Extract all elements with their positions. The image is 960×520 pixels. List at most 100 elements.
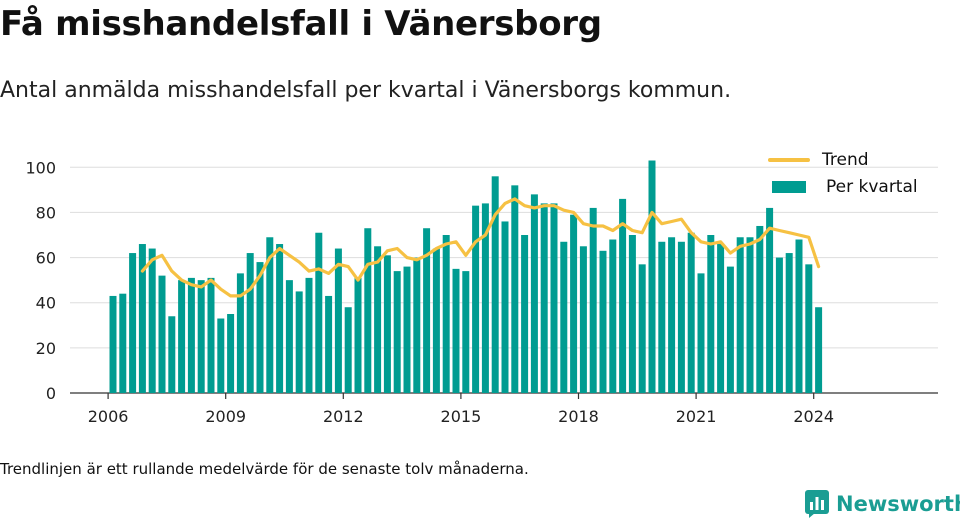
bar xyxy=(129,253,137,393)
bar xyxy=(138,244,146,393)
bar xyxy=(540,203,548,393)
bar xyxy=(158,275,166,393)
trend-series xyxy=(140,197,821,298)
bar xyxy=(619,198,627,393)
x-tick-label: 2015 xyxy=(441,407,482,426)
bar xyxy=(325,295,333,393)
bar xyxy=(815,307,823,393)
legend-item-per-kvartal[interactable]: Per kvartal xyxy=(768,173,918,200)
bar xyxy=(521,235,529,393)
brand-name: Newsworthy xyxy=(836,492,960,516)
bar xyxy=(197,280,205,393)
bar xyxy=(795,239,803,393)
x-axis: 2006 2009 2012 2015 2018 2021 2024 xyxy=(88,393,834,426)
bar xyxy=(579,246,587,393)
bar xyxy=(462,271,470,393)
y-tick-label: 0 xyxy=(46,384,56,403)
bar xyxy=(334,248,342,393)
bar xyxy=(364,228,372,393)
legend-label-trend: Trend xyxy=(822,149,869,170)
page-subtitle: Antal anmälda misshandelsfall per kvarta… xyxy=(0,78,732,103)
bar xyxy=(354,277,362,393)
bar xyxy=(766,207,774,393)
bar xyxy=(736,237,744,393)
bar xyxy=(501,221,509,393)
bar xyxy=(511,185,519,393)
bar xyxy=(746,237,754,393)
bar xyxy=(560,241,568,393)
trend-line xyxy=(140,197,821,298)
bar xyxy=(207,277,215,393)
bar xyxy=(668,237,676,393)
bar xyxy=(442,235,450,393)
bar-series xyxy=(109,160,823,393)
bar xyxy=(677,241,685,393)
bar xyxy=(295,291,303,393)
bar xyxy=(266,237,274,393)
bar xyxy=(658,241,666,393)
footnote: Trendlinjen är ett rullande medelvärde f… xyxy=(0,460,529,478)
bar xyxy=(256,262,264,393)
bar xyxy=(609,239,617,393)
bar xyxy=(178,280,186,393)
legend-swatch-per-kvartal xyxy=(772,180,806,193)
x-tick-label: 2012 xyxy=(323,407,364,426)
bar-line-chart: 0 20 40 60 80 100 2006 2009 2012 2015 2018 2021 202… xyxy=(25,158,938,426)
legend-swatch-trend xyxy=(768,157,810,162)
bar xyxy=(481,203,489,393)
bar xyxy=(599,250,607,393)
bar xyxy=(785,253,793,393)
bar xyxy=(187,277,195,393)
bar xyxy=(570,214,578,393)
bar xyxy=(227,314,235,393)
bar xyxy=(432,248,440,393)
bar xyxy=(726,266,734,393)
bar xyxy=(285,280,293,393)
bar xyxy=(452,268,460,393)
bar xyxy=(491,176,499,393)
bar xyxy=(344,307,352,393)
bar xyxy=(697,273,705,393)
y-tick-label: 60 xyxy=(36,249,56,268)
bar xyxy=(589,207,597,393)
bar xyxy=(638,264,646,393)
x-tick-label: 2024 xyxy=(793,407,834,426)
bar xyxy=(805,264,813,393)
bar xyxy=(707,235,715,393)
bar xyxy=(148,248,156,393)
y-tick-label: 100 xyxy=(25,158,56,177)
bar xyxy=(423,228,431,393)
bar xyxy=(383,255,391,393)
bar xyxy=(530,194,538,393)
y-tick-label: 80 xyxy=(36,203,56,222)
bar xyxy=(472,205,480,393)
bar xyxy=(393,271,401,393)
bar xyxy=(550,203,558,393)
bar xyxy=(305,277,313,393)
x-tick-label: 2006 xyxy=(88,407,129,426)
y-axis: 0 20 40 60 80 100 xyxy=(25,158,56,403)
legend-label-per-kvartal: Per kvartal xyxy=(826,176,918,197)
bar xyxy=(756,225,764,393)
bar xyxy=(374,246,382,393)
y-tick-label: 40 xyxy=(36,294,56,313)
x-tick-label: 2021 xyxy=(676,407,717,426)
bar xyxy=(246,253,254,393)
legend-item-trend[interactable]: Trend xyxy=(768,146,918,173)
newsworthy-bar-chart-icon xyxy=(805,490,829,518)
bar xyxy=(168,316,176,393)
bar xyxy=(403,266,411,393)
bar xyxy=(628,235,636,393)
bar xyxy=(315,232,323,393)
bar xyxy=(217,318,225,393)
bar xyxy=(687,232,695,393)
y-tick-label: 20 xyxy=(36,339,56,358)
bar xyxy=(717,244,725,393)
x-tick-label: 2018 xyxy=(558,407,599,426)
bar xyxy=(236,273,244,393)
bar xyxy=(648,160,656,393)
bar xyxy=(109,295,117,393)
bar xyxy=(413,257,421,393)
brand-logo[interactable]: Newsworthy xyxy=(804,488,960,520)
bar xyxy=(276,244,284,393)
